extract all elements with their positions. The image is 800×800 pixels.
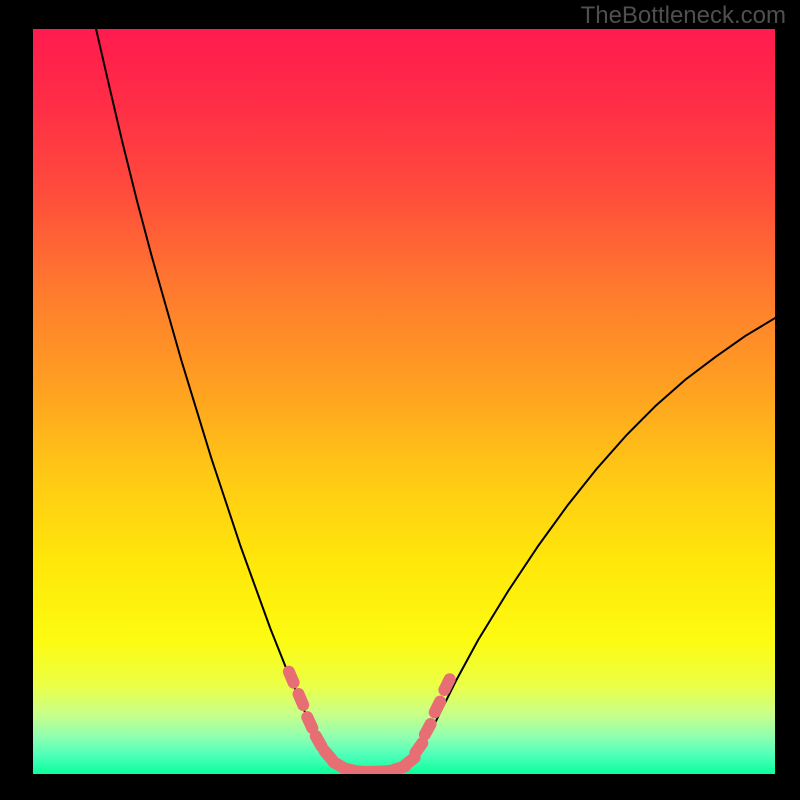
plot-area — [33, 29, 775, 774]
gradient-background — [33, 29, 775, 774]
chart-svg — [33, 29, 775, 774]
chart-stage: TheBottleneck.com — [0, 0, 800, 800]
watermark-text: TheBottleneck.com — [581, 2, 786, 30]
